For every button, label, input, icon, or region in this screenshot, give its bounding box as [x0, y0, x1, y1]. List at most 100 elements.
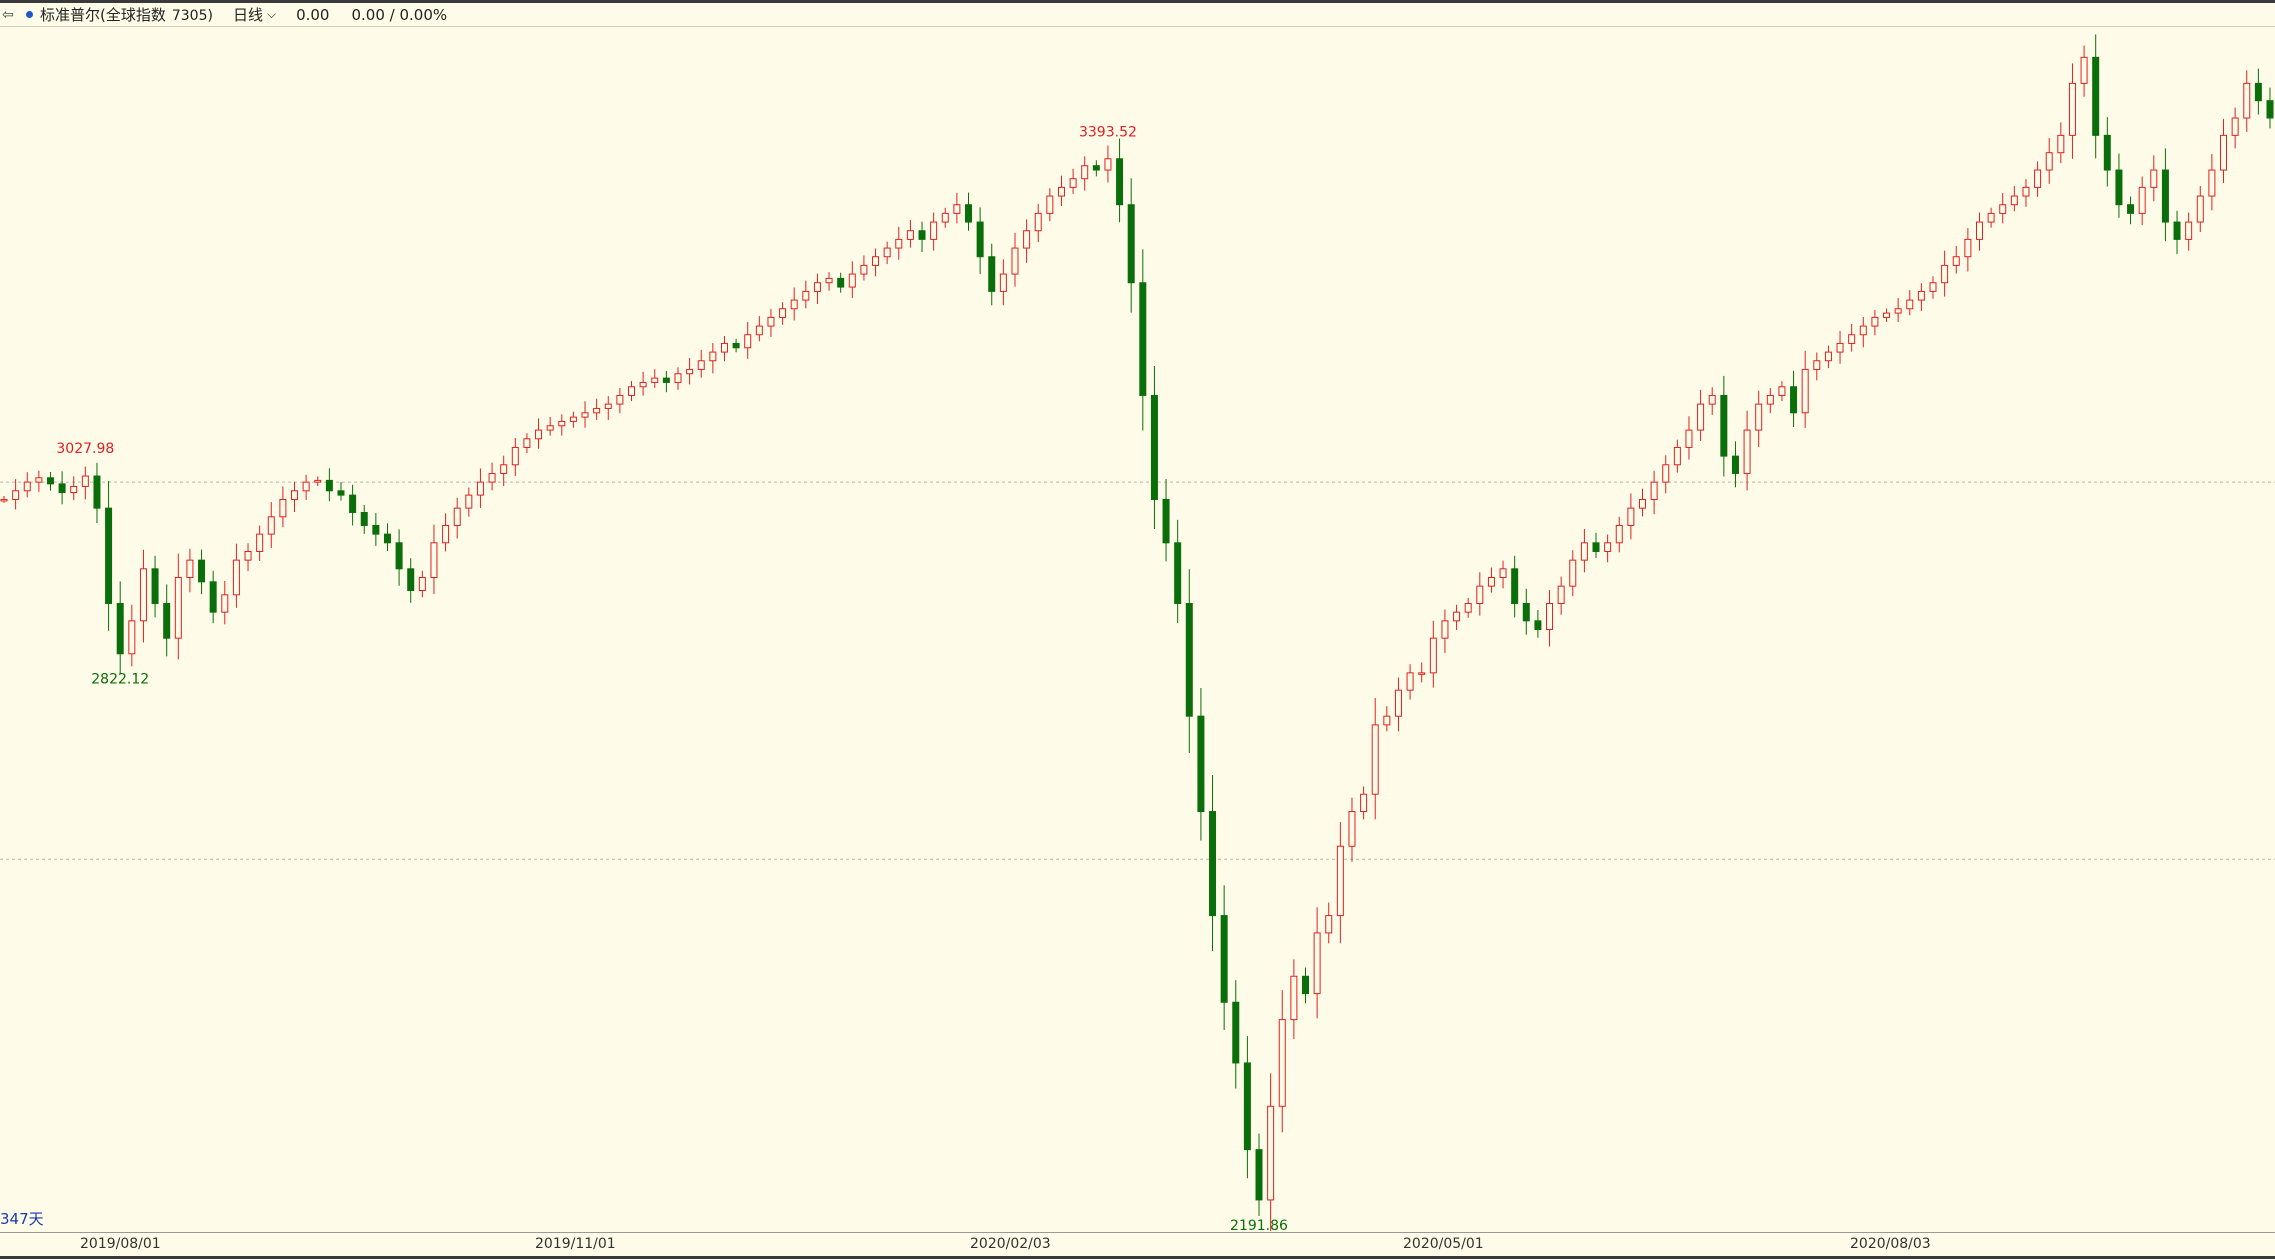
- candle[interactable]: [128, 620, 136, 655]
- candle[interactable]: [1604, 542, 1612, 552]
- candle[interactable]: [2034, 169, 2042, 188]
- candle[interactable]: [2150, 169, 2158, 188]
- candle[interactable]: [302, 481, 310, 492]
- candle[interactable]: [174, 576, 182, 639]
- candle[interactable]: [1418, 672, 1426, 675]
- candle[interactable]: [918, 230, 926, 240]
- candle[interactable]: [2173, 221, 2181, 240]
- candle[interactable]: [1301, 975, 1309, 995]
- candle[interactable]: [872, 256, 880, 266]
- candle[interactable]: [930, 221, 938, 240]
- candle[interactable]: [1139, 282, 1147, 396]
- candle[interactable]: [1162, 498, 1170, 544]
- candle[interactable]: [1464, 602, 1472, 613]
- candle[interactable]: [2010, 195, 2018, 206]
- candle[interactable]: [1941, 264, 1949, 284]
- candle[interactable]: [1546, 602, 1554, 630]
- candle[interactable]: [349, 494, 357, 513]
- candle[interactable]: [1627, 507, 1635, 526]
- candle[interactable]: [1325, 915, 1333, 934]
- candle[interactable]: [1952, 256, 1960, 266]
- candle[interactable]: [1569, 559, 1577, 587]
- candle[interactable]: [1150, 394, 1158, 500]
- candle[interactable]: [546, 425, 554, 431]
- candle[interactable]: [2068, 82, 2076, 136]
- candle[interactable]: [906, 230, 914, 240]
- candle[interactable]: [1999, 204, 2007, 214]
- candle[interactable]: [1104, 158, 1112, 171]
- candle[interactable]: [2057, 134, 2065, 154]
- candle[interactable]: [883, 247, 891, 258]
- candle[interactable]: [453, 507, 461, 526]
- candle[interactable]: [1429, 637, 1437, 674]
- candle[interactable]: [23, 481, 31, 492]
- candle[interactable]: [1011, 247, 1019, 275]
- candle[interactable]: [755, 325, 763, 336]
- candle[interactable]: [593, 407, 601, 414]
- candle[interactable]: [1848, 334, 1856, 344]
- candle[interactable]: [767, 316, 775, 327]
- candle[interactable]: [2254, 82, 2262, 102]
- candlestick-chart[interactable]: 3027.98 2822.12 3393.52 2191.86 347天: [0, 27, 2275, 1234]
- candle[interactable]: [860, 264, 868, 275]
- candle[interactable]: [953, 204, 961, 214]
- candle[interactable]: [1290, 975, 1298, 1021]
- candle[interactable]: [569, 416, 577, 422]
- candle[interactable]: [1557, 585, 1565, 604]
- candle[interactable]: [186, 559, 194, 578]
- candle[interactable]: [35, 477, 43, 483]
- candle[interactable]: [337, 490, 345, 496]
- candle[interactable]: [1511, 568, 1519, 604]
- candle[interactable]: [256, 533, 264, 552]
- candle[interactable]: [1673, 446, 1681, 466]
- candle[interactable]: [1278, 1019, 1286, 1107]
- candle[interactable]: [1197, 715, 1205, 813]
- candle[interactable]: [581, 412, 589, 418]
- candle[interactable]: [709, 351, 717, 362]
- candle[interactable]: [1267, 1105, 1275, 1201]
- candle[interactable]: [1081, 165, 1089, 180]
- candle[interactable]: [616, 394, 624, 405]
- candle[interactable]: [325, 479, 333, 492]
- candle[interactable]: [651, 377, 659, 383]
- candle[interactable]: [476, 481, 484, 496]
- candle[interactable]: [628, 386, 636, 396]
- candle[interactable]: [1406, 672, 1414, 691]
- candle[interactable]: [1348, 811, 1356, 847]
- candle[interactable]: [1580, 542, 1588, 561]
- candle[interactable]: [2127, 204, 2135, 214]
- candle[interactable]: [2080, 56, 2088, 84]
- candle[interactable]: [442, 524, 450, 544]
- candle[interactable]: [1638, 498, 1646, 509]
- candle[interactable]: [2022, 186, 2030, 197]
- candle[interactable]: [1127, 204, 1135, 284]
- candle[interactable]: [418, 576, 426, 591]
- candle[interactable]: [941, 212, 949, 223]
- candle[interactable]: [1708, 394, 1716, 405]
- candle[interactable]: [895, 238, 903, 249]
- candle[interactable]: [2231, 117, 2239, 136]
- candle[interactable]: [1209, 811, 1217, 917]
- candle[interactable]: [1383, 715, 1391, 726]
- candle[interactable]: [1801, 368, 1809, 414]
- candle[interactable]: [837, 277, 845, 288]
- candle[interactable]: [1487, 576, 1495, 587]
- candle[interactable]: [732, 342, 740, 349]
- candle[interactable]: [1336, 845, 1344, 917]
- candle[interactable]: [1174, 542, 1182, 604]
- candle[interactable]: [1394, 689, 1402, 717]
- candle[interactable]: [2045, 152, 2053, 171]
- candle[interactable]: [1046, 195, 1054, 214]
- candle[interactable]: [2266, 100, 2274, 119]
- chevron-down-icon[interactable]: ⌵: [266, 7, 277, 21]
- candle[interactable]: [1883, 312, 1891, 318]
- candle[interactable]: [523, 438, 531, 448]
- candle[interactable]: [2185, 221, 2193, 240]
- candle[interactable]: [1116, 158, 1124, 206]
- candle[interactable]: [221, 594, 229, 613]
- candle[interactable]: [1929, 282, 1937, 292]
- candle[interactable]: [965, 204, 973, 223]
- candle[interactable]: [198, 559, 206, 583]
- candle[interactable]: [1790, 386, 1798, 414]
- candle[interactable]: [662, 377, 670, 383]
